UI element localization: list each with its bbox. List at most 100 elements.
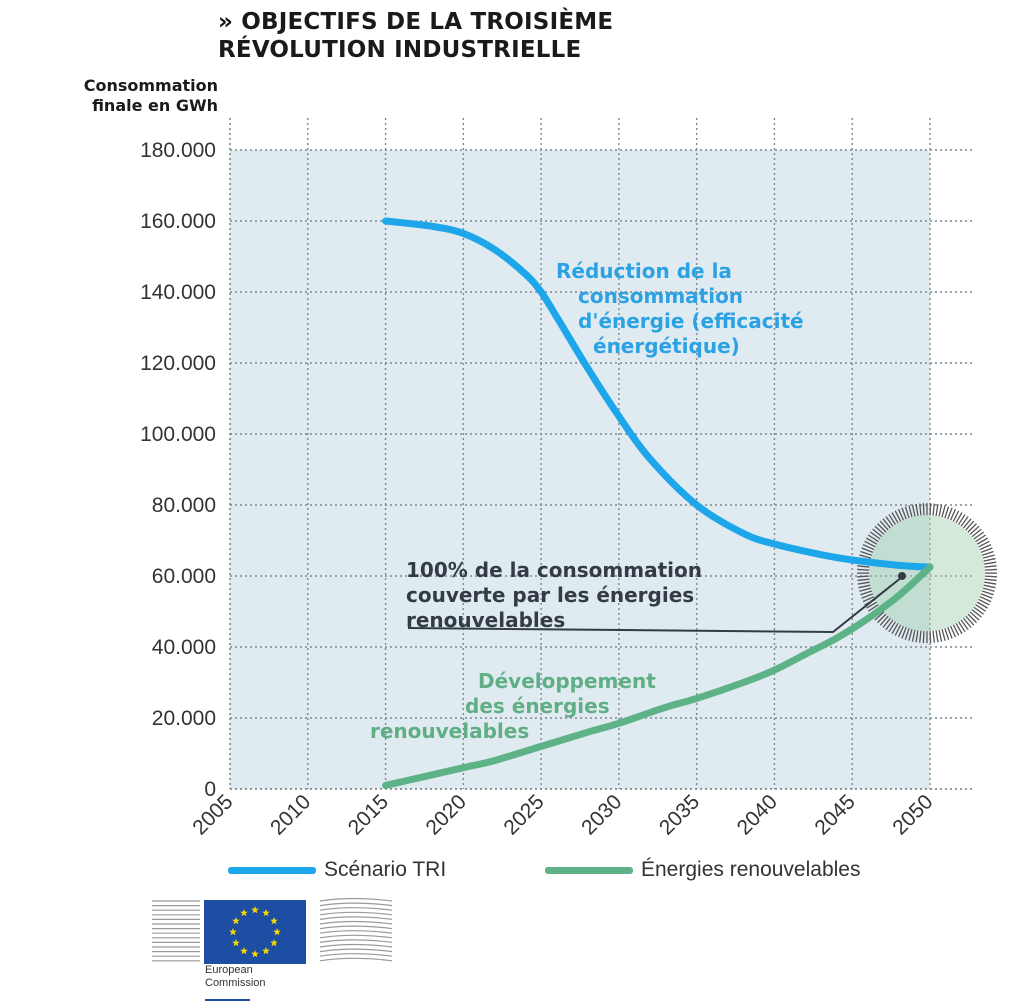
legend-swatch-energies-renouvelables [545,866,633,874]
highlight-ray [979,596,992,603]
annotation-text: consommation [578,284,743,308]
logo-curve [319,898,393,902]
highlight-ray [982,554,995,559]
legend-item-energies-renouvelables: Énergies renouvelables [545,858,860,882]
chart-title: » OBJECTIFS DE LA TROISIÈME RÉVOLUTION I… [218,8,613,64]
highlight-ray [859,554,872,559]
highlight-ray [885,516,894,527]
logo-curve [319,907,393,911]
highlight-ray [894,510,902,522]
highlight-ray [949,508,957,521]
logo-curve [319,916,393,920]
annotation-text: Développement [478,669,656,693]
highlight-ray [984,575,997,578]
highlight-ray [984,561,997,565]
highlight-ray [929,503,932,516]
highlight-ray [965,520,975,531]
highlight-ray [971,609,982,618]
logo-curve [319,948,393,953]
series-line-energies-renouvelables [382,563,934,789]
highlight-ray [860,550,873,556]
eu-star [270,939,278,947]
highlight-ray [897,508,905,521]
highlight-ray [983,584,996,589]
logo-curve [319,925,393,930]
y-tick-label: 160.000 [140,210,216,233]
highlight-ray [867,604,879,612]
x-tick-label: 2025 [499,790,548,839]
logo-curve [319,953,393,957]
y-axis-label-line1: Consommation [83,76,218,95]
highlight-ray [860,590,873,596]
y-tick-label: 120.000 [140,352,216,375]
logo-curve [319,930,393,934]
highlight-ray [919,503,922,516]
highlight-ray [967,523,977,533]
highlight-ray [944,506,950,519]
highlight-ray [869,531,881,540]
highlight-ray [929,631,932,644]
logo-curve [319,939,393,943]
x-tick-label: 2045 [810,790,859,839]
highlight-ray [965,615,975,626]
highlight-ray [861,593,874,599]
highlight-ray [960,619,969,631]
highlight-ray [949,625,957,638]
highlight-ray [922,503,925,516]
highlight-rays [857,503,997,644]
highlight-ray [867,534,879,543]
highlight-ray [901,507,907,520]
legend-swatch-scenario-tri [228,866,316,874]
eu-stars-icon [229,906,281,958]
highlight-ray [857,568,870,571]
chart-title-line1: » OBJECTIFS DE LA TROISIÈME [218,9,614,35]
highlight-ray [894,624,902,636]
annotation-text: des énergies [465,694,610,718]
highlight-ray [922,631,925,644]
highlight-ray [904,628,910,640]
legend-label-scenario-tri: Scénario TRI [324,858,447,881]
logo-curve [319,911,393,916]
x-tick-label: 2035 [655,790,704,839]
logo-lines-left [152,900,200,962]
y-tick-label: 140.000 [140,281,216,304]
logo-curve [319,957,393,962]
annotation-text: 100% de la consommation [406,558,702,582]
highlight-ray [857,575,870,578]
highlight-ray [935,503,939,516]
highlight-ray [955,512,963,524]
annotation-text: énergétique) [593,334,740,358]
x-tick-label: 2020 [422,790,471,839]
highlight-ray [879,615,889,626]
logo-text-line2: Commission [205,977,266,989]
highlight-ray [983,557,996,562]
highlight-ray [891,623,899,635]
logo-underline [205,999,250,1001]
x-tick-label: 2005 [188,790,237,839]
highlight-ray [938,504,943,517]
eu-star [232,917,240,925]
highlight-ray [858,584,871,589]
highlight-ray [861,547,874,553]
y-tick-label: 0 [204,778,216,801]
y-tick-label: 20.000 [152,707,216,730]
eu-star [262,908,270,917]
highlight-ray [932,503,935,516]
x-tick-label: 2050 [888,790,937,839]
highlight-ray [976,537,988,545]
highlight-ray [911,504,916,517]
highlight-ray [877,523,887,533]
highlight-ray [862,544,875,551]
annotation-text: couverte par les énergies [406,583,694,607]
highlight-ray [958,514,966,525]
highlight-ray [885,619,894,631]
highlight-ray [967,613,977,624]
annotation-text: Réduction de la [556,259,732,283]
annotation-text: d'énergie (efficacité [578,309,804,333]
x-tick-label: 2040 [733,790,782,839]
chart-title-line2: RÉVOLUTION INDUSTRIELLE [218,37,582,63]
eu-star [232,939,240,947]
logo-curve [319,920,393,925]
highlight-ray [980,593,993,599]
logo-text: European Commission [205,964,266,990]
